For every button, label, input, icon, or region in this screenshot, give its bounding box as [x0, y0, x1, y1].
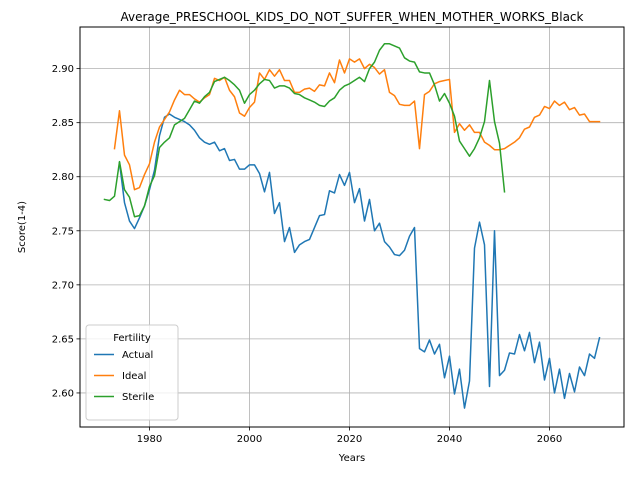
series-line-ideal — [113, 58, 601, 191]
legend-title: Fertility — [113, 333, 151, 344]
x-tick-label: 2020 — [337, 434, 362, 445]
legend: Fertility Actual Ideal Sterile — [85, 324, 179, 421]
grid — [80, 27, 624, 427]
y-axis-label: Score(1-4) — [17, 201, 28, 253]
legend-label-ideal: Ideal — [122, 371, 146, 382]
x-axis-label: Years — [338, 453, 365, 464]
series-layer — [103, 43, 601, 409]
y-tick-label: 2.85 — [52, 118, 74, 129]
y-tick-label: 2.75 — [52, 226, 74, 237]
y-tick-label: 2.65 — [52, 334, 74, 345]
legend-label-sterile: Sterile — [122, 392, 154, 403]
series-line-sterile — [103, 43, 506, 218]
x-tick-label: 1980 — [137, 434, 162, 445]
x-tick-label: 2040 — [437, 434, 462, 445]
x-axis: 1980 2000 2020 2040 2060 — [137, 427, 562, 445]
x-tick-label: 2000 — [237, 434, 262, 445]
y-axis: 2.60 2.65 2.70 2.75 2.80 2.85 2.90 — [52, 64, 80, 399]
chart-title: Average_PRESCHOOL_KIDS_DO_NOT_SUFFER_WHE… — [121, 10, 584, 24]
series-line-actual — [118, 113, 601, 409]
legend-label-actual: Actual — [122, 350, 153, 361]
legend-items: Actual Ideal Sterile — [94, 350, 154, 403]
y-tick-label: 2.60 — [52, 388, 74, 399]
y-tick-label: 2.90 — [52, 64, 74, 75]
plot-frame — [79, 26, 625, 428]
y-tick-label: 2.70 — [52, 280, 74, 291]
y-tick-label: 2.80 — [52, 172, 74, 183]
x-tick-label: 2060 — [537, 434, 562, 445]
